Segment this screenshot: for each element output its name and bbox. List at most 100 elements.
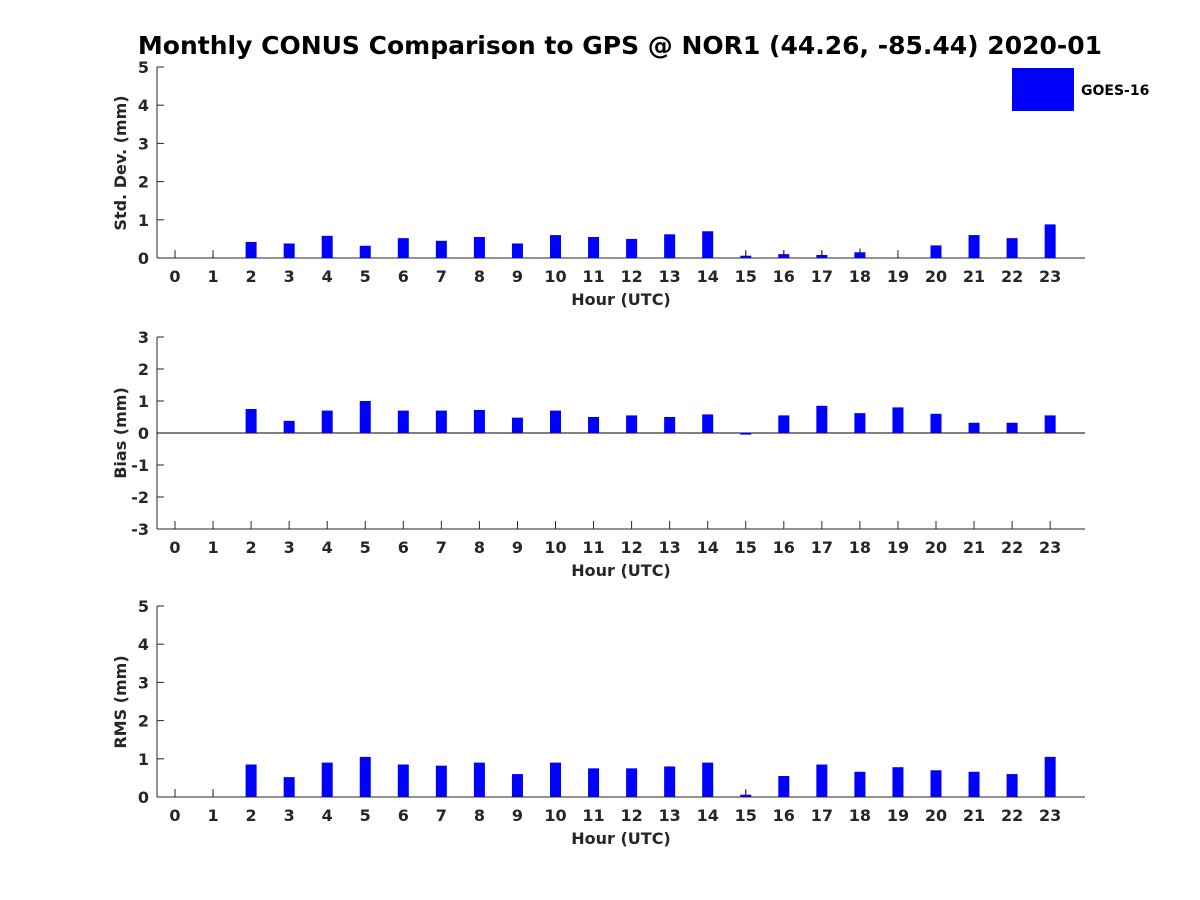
x-tick-label: 17	[811, 267, 833, 286]
bar-hour-12	[626, 415, 638, 433]
bar-hour-19	[892, 407, 904, 433]
bar-hour-12	[626, 238, 638, 258]
bar-hour-20	[930, 413, 942, 433]
x-tick-label: 11	[582, 538, 604, 557]
x-tick-label: 0	[169, 806, 180, 825]
x-tick-label: 18	[849, 267, 871, 286]
bar-hour-18	[854, 413, 866, 433]
x-tick-label: 14	[697, 806, 719, 825]
x-tick-label: 6	[398, 267, 409, 286]
legend-swatch-goes16	[1012, 68, 1074, 111]
bar-hour-9	[511, 243, 523, 258]
bar-hour-17	[816, 764, 828, 797]
y-tick-label: 2	[138, 712, 149, 731]
x-tick-label: 21	[963, 806, 985, 825]
bar-hour-17	[816, 405, 828, 433]
bar-hour-19	[892, 767, 904, 797]
x-tick-label: 11	[582, 806, 604, 825]
legend: GOES-16	[1012, 68, 1149, 111]
y-axis-label: Bias (mm)	[111, 387, 130, 479]
bar-hour-23	[1044, 756, 1056, 797]
x-tick-label: 12	[620, 538, 642, 557]
y-tick-label: -1	[131, 456, 149, 475]
x-tick-label: 2	[246, 267, 257, 286]
x-tick-label: 9	[512, 267, 523, 286]
x-tick-label: 1	[207, 806, 218, 825]
y-axis-label: RMS (mm)	[111, 655, 130, 748]
bar-hour-21	[968, 771, 980, 797]
x-tick-label: 16	[773, 806, 795, 825]
x-tick-label: 4	[322, 806, 333, 825]
legend-label-goes16: GOES-16	[1081, 83, 1149, 99]
bar-hour-20	[930, 245, 942, 258]
x-tick-label: 7	[436, 267, 447, 286]
x-tick-label: 11	[582, 267, 604, 286]
bar-hour-21	[968, 422, 980, 433]
y-tick-label: 1	[138, 750, 149, 769]
y-tick-label: 4	[138, 96, 149, 115]
bar-hour-2	[245, 764, 257, 797]
x-tick-label: 15	[735, 267, 757, 286]
bar-hour-4	[321, 762, 333, 797]
x-tick-label: 12	[620, 806, 642, 825]
bar-hour-3	[283, 777, 295, 797]
y-tick-label: 4	[138, 635, 149, 654]
y-tick-label: 1	[138, 392, 149, 411]
y-tick-label: 2	[138, 173, 149, 192]
bar-hour-22	[1006, 774, 1018, 797]
bar-hour-23	[1044, 224, 1056, 258]
bar-hour-20	[930, 770, 942, 797]
x-tick-label: 23	[1039, 538, 1061, 557]
x-tick-label: 13	[659, 538, 681, 557]
bar-hour-5	[359, 401, 371, 433]
bar-hour-12	[626, 768, 638, 797]
bar-hour-9	[511, 417, 523, 433]
x-tick-label: 8	[474, 806, 485, 825]
bar-hour-6	[397, 410, 409, 433]
x-tick-label: 18	[849, 538, 871, 557]
x-tick-label: 8	[474, 267, 485, 286]
y-axis-label: Std. Dev. (mm)	[111, 95, 130, 230]
bar-hour-10	[550, 235, 561, 258]
x-tick-label: 13	[659, 267, 681, 286]
y-tick-label: 0	[138, 788, 149, 807]
y-tick-label: 1	[138, 211, 149, 230]
bar-hour-5	[359, 756, 371, 797]
x-tick-label: 5	[360, 267, 371, 286]
bar-hour-3	[283, 420, 295, 433]
bar-hour-14	[702, 414, 714, 433]
x-axis-label: Hour (UTC)	[571, 290, 671, 309]
bar-hour-23	[1044, 415, 1056, 433]
bar-hour-14	[702, 762, 714, 797]
x-tick-label: 20	[925, 538, 947, 557]
bar-hour-11	[588, 768, 600, 797]
x-tick-label: 10	[544, 267, 566, 286]
x-tick-label: 4	[322, 538, 333, 557]
bar-hour-16	[778, 775, 790, 797]
y-tick-label: -2	[131, 488, 149, 507]
x-tick-label: 17	[811, 538, 833, 557]
x-tick-label: 22	[1001, 267, 1023, 286]
x-tick-label: 12	[620, 267, 642, 286]
chart-title: Monthly CONUS Comparison to GPS @ NOR1 (…	[138, 31, 1102, 60]
bar-hour-18	[854, 771, 866, 797]
x-tick-label: 20	[925, 806, 947, 825]
x-tick-label: 9	[512, 806, 523, 825]
x-tick-label: 5	[360, 806, 371, 825]
bar-hour-10	[550, 762, 561, 797]
x-axis-label: Hour (UTC)	[571, 561, 671, 580]
bar-hour-14	[702, 231, 714, 258]
bar-hour-2	[245, 241, 257, 258]
bar-hour-8	[473, 762, 485, 797]
bar-hour-8	[473, 236, 485, 258]
x-tick-label: 7	[436, 806, 447, 825]
bar-hour-3	[283, 243, 295, 258]
x-tick-label: 3	[284, 538, 295, 557]
x-tick-label: 7	[436, 538, 447, 557]
x-tick-label: 13	[659, 806, 681, 825]
x-axis-label: Hour (UTC)	[571, 829, 671, 848]
x-tick-label: 3	[284, 806, 295, 825]
bar-hour-21	[968, 235, 980, 258]
